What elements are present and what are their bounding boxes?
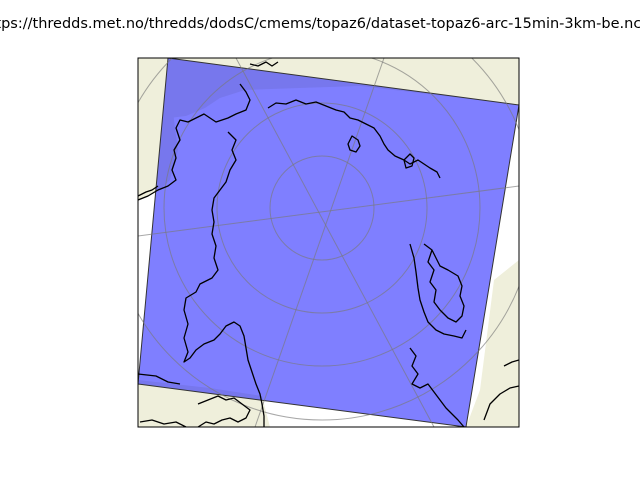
map-frame xyxy=(137,57,520,428)
coastline-baffin-south xyxy=(139,419,187,427)
coastline-alaska-south xyxy=(483,385,519,421)
coastline-taymyr xyxy=(249,61,279,67)
meridian-a xyxy=(235,58,435,427)
coastline-alaska xyxy=(409,243,467,339)
coastlines xyxy=(138,61,519,427)
coastline-novaya xyxy=(403,153,415,169)
latitude-circle-50 xyxy=(138,58,519,421)
coastline-siberia xyxy=(267,99,441,179)
figure-title: https://thredds.met.no/thredds/dodsC/cme… xyxy=(0,16,640,32)
coastline-canadian-archipelago xyxy=(183,131,265,427)
coastline-bering xyxy=(409,347,465,427)
coastline-greenland xyxy=(138,83,251,201)
latitude-circle-70 xyxy=(216,102,428,314)
latitude-circle-60 xyxy=(163,58,481,367)
coastline-severnaya xyxy=(347,135,361,153)
latitude-circle-80 xyxy=(269,155,375,261)
land-russia-corner xyxy=(138,58,160,90)
coastline-hudson xyxy=(138,373,181,385)
land-bottom-right xyxy=(475,360,519,427)
land-north-america-west xyxy=(138,380,270,427)
meridian-b xyxy=(254,58,385,427)
meridian-c xyxy=(138,185,519,237)
coastline-aleutian xyxy=(503,359,519,367)
coastline-scandinavia xyxy=(138,185,159,197)
coastline-labrador xyxy=(197,395,251,427)
graticule xyxy=(138,58,519,427)
coastline-chukotka xyxy=(423,243,465,323)
model-coverage-area xyxy=(138,58,519,427)
